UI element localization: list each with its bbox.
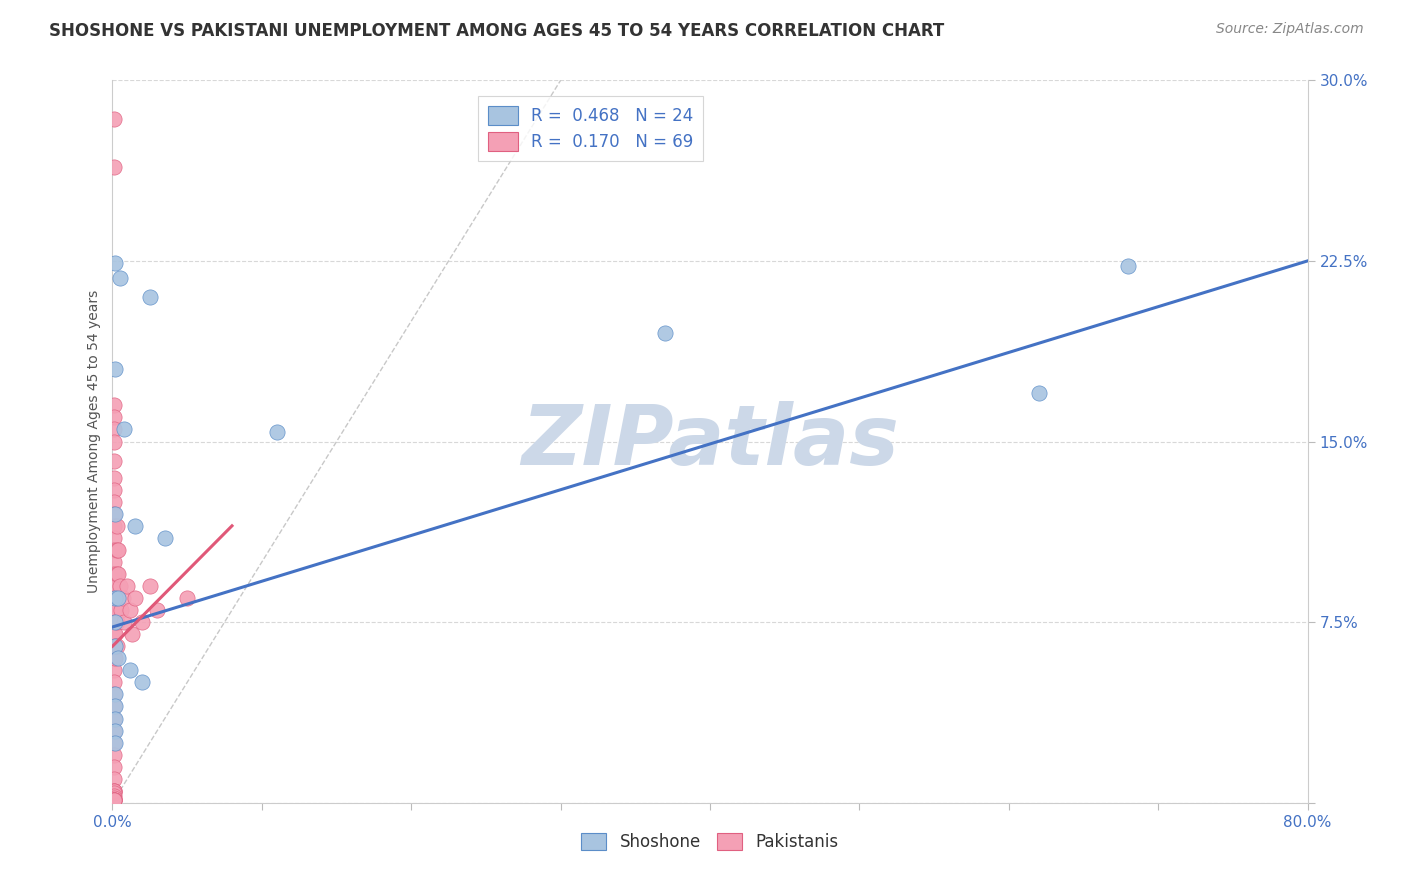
Point bbox=[103, 793, 125, 807]
Point bbox=[103, 784, 125, 798]
Point bbox=[104, 639, 127, 653]
Point bbox=[103, 687, 125, 701]
Point bbox=[103, 603, 125, 617]
Point bbox=[104, 603, 127, 617]
Legend: Shoshone, Pakistanis: Shoshone, Pakistanis bbox=[572, 825, 848, 860]
Point bbox=[107, 542, 129, 557]
Point bbox=[103, 507, 125, 521]
Point bbox=[104, 712, 127, 726]
Point bbox=[103, 793, 125, 807]
Point bbox=[1028, 386, 1050, 401]
Point bbox=[131, 675, 153, 690]
Text: SHOSHONE VS PAKISTANI UNEMPLOYMENT AMONG AGES 45 TO 54 YEARS CORRELATION CHART: SHOSHONE VS PAKISTANI UNEMPLOYMENT AMONG… bbox=[49, 22, 945, 40]
Point bbox=[111, 591, 134, 605]
Point bbox=[104, 615, 127, 630]
Point bbox=[103, 567, 125, 582]
Point bbox=[108, 579, 131, 593]
Point bbox=[103, 398, 125, 412]
Point bbox=[105, 591, 128, 605]
Point bbox=[103, 494, 125, 508]
Point bbox=[103, 664, 125, 678]
Point bbox=[105, 542, 128, 557]
Point bbox=[103, 531, 125, 545]
Point bbox=[103, 518, 125, 533]
Point bbox=[105, 518, 128, 533]
Point bbox=[146, 603, 169, 617]
Point bbox=[103, 470, 125, 484]
Point bbox=[124, 591, 146, 605]
Point bbox=[108, 270, 131, 285]
Point bbox=[103, 591, 125, 605]
Point bbox=[107, 651, 129, 665]
Point bbox=[121, 627, 143, 641]
Point bbox=[107, 567, 129, 582]
Point bbox=[103, 675, 125, 690]
Point bbox=[107, 591, 129, 605]
Point bbox=[103, 723, 125, 738]
Point bbox=[120, 664, 142, 678]
Point bbox=[103, 615, 125, 630]
Point bbox=[104, 735, 127, 749]
Point bbox=[1118, 259, 1140, 273]
Point bbox=[124, 518, 146, 533]
Point bbox=[105, 615, 128, 630]
Point bbox=[103, 454, 125, 468]
Point bbox=[103, 627, 125, 641]
Point bbox=[104, 699, 127, 714]
Point bbox=[654, 326, 676, 340]
Point bbox=[103, 793, 125, 807]
Point bbox=[103, 772, 125, 786]
Point bbox=[266, 425, 288, 439]
Point bbox=[103, 639, 125, 653]
Point bbox=[103, 160, 125, 174]
Point bbox=[114, 422, 135, 436]
Point bbox=[103, 434, 125, 449]
Point bbox=[103, 542, 125, 557]
Point bbox=[104, 591, 127, 605]
Point bbox=[103, 786, 125, 800]
Point bbox=[103, 793, 125, 807]
Point bbox=[103, 579, 125, 593]
Point bbox=[153, 531, 176, 545]
Point bbox=[103, 735, 125, 749]
Point bbox=[104, 687, 127, 701]
Point bbox=[105, 567, 128, 582]
Point bbox=[104, 651, 127, 665]
Point bbox=[105, 639, 128, 653]
Point bbox=[103, 410, 125, 425]
Point bbox=[103, 793, 125, 807]
Point bbox=[103, 789, 125, 803]
Point bbox=[104, 615, 127, 630]
Point bbox=[104, 639, 127, 653]
Point bbox=[176, 591, 198, 605]
Point bbox=[103, 483, 125, 497]
Point bbox=[103, 112, 125, 126]
Point bbox=[103, 784, 125, 798]
Text: ZIPatlas: ZIPatlas bbox=[522, 401, 898, 482]
Point bbox=[110, 603, 132, 617]
Point bbox=[104, 362, 127, 376]
Point bbox=[120, 603, 142, 617]
Point bbox=[103, 422, 125, 436]
Point bbox=[114, 615, 135, 630]
Point bbox=[103, 784, 125, 798]
Point bbox=[139, 579, 162, 593]
Point bbox=[104, 627, 127, 641]
Point bbox=[103, 747, 125, 762]
Point bbox=[139, 290, 162, 304]
Point bbox=[103, 651, 125, 665]
Point bbox=[104, 507, 127, 521]
Point bbox=[103, 791, 125, 805]
Y-axis label: Unemployment Among Ages 45 to 54 years: Unemployment Among Ages 45 to 54 years bbox=[87, 290, 101, 593]
Point bbox=[104, 256, 127, 270]
Point bbox=[103, 712, 125, 726]
Point bbox=[103, 699, 125, 714]
Point bbox=[103, 555, 125, 569]
Point bbox=[131, 615, 153, 630]
Point bbox=[103, 760, 125, 774]
Text: Source: ZipAtlas.com: Source: ZipAtlas.com bbox=[1216, 22, 1364, 37]
Point bbox=[117, 579, 139, 593]
Point bbox=[104, 723, 127, 738]
